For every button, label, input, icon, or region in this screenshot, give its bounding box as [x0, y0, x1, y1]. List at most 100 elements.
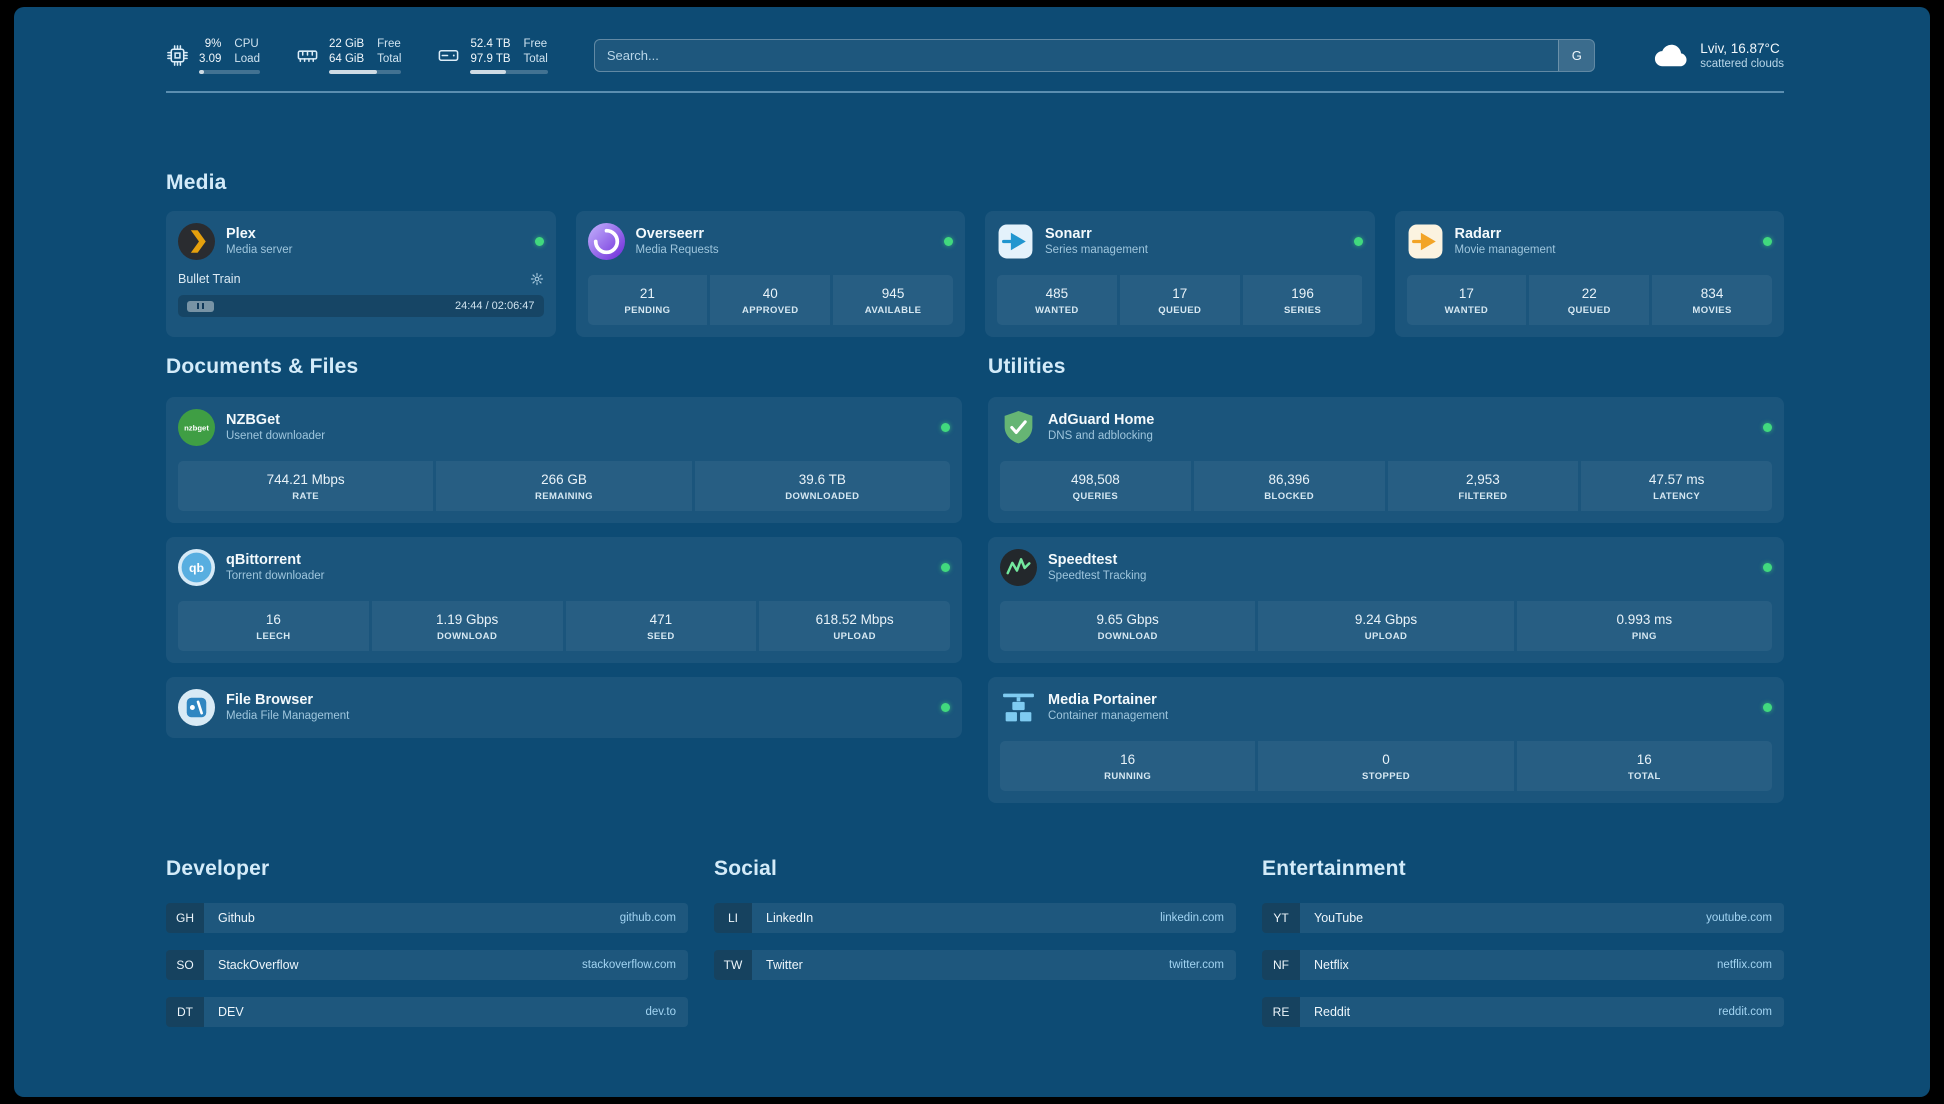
- bookmark-abbr: RE: [1262, 997, 1300, 1027]
- cpu-load-label: Load: [234, 52, 260, 65]
- stat-value: 21: [639, 286, 655, 301]
- service-card-nzbget[interactable]: nzbget NZBGet Usenet downloader 744.21 M…: [166, 397, 962, 523]
- stat-upload: 618.52 Mbps UPLOAD: [759, 601, 950, 651]
- bookmark-name: StackOverflow: [218, 958, 299, 972]
- stat-value: 9.65 Gbps: [1096, 612, 1159, 627]
- service-card-filebrowser[interactable]: File Browser Media File Management: [166, 677, 962, 738]
- stat-value: 17: [1172, 286, 1188, 301]
- bookmark-youtube[interactable]: YT YouTube youtube.com: [1262, 903, 1784, 933]
- bookmark-dev[interactable]: DT DEV dev.to: [166, 997, 688, 1027]
- service-name: File Browser: [226, 692, 314, 708]
- media-player-bar[interactable]: 24:44 / 02:06:47: [178, 295, 544, 317]
- service-card-radarr[interactable]: Radarr Movie management 17 WANTED 22 QUE…: [1394, 211, 1784, 337]
- bookmark-url: reddit.com: [1718, 1006, 1772, 1018]
- bookmark-name: YouTube: [1314, 911, 1364, 925]
- nzbget-icon: nzbget: [178, 409, 215, 446]
- bookmark-url: github.com: [619, 912, 676, 924]
- memory-free-value: 22 GiB: [328, 38, 365, 50]
- stat-value: 744.21 Mbps: [266, 472, 345, 487]
- memory-total-value: 64 GiB: [328, 52, 365, 65]
- qbittorrent-icon-text: qb: [189, 561, 205, 575]
- stat-label: DOWNLOADED: [785, 491, 860, 502]
- stat-value: 47.57 ms: [1648, 472, 1705, 487]
- stat-value: 17: [1458, 286, 1474, 301]
- stat-label: PENDING: [624, 305, 671, 316]
- bookmark-url: twitter.com: [1169, 959, 1224, 971]
- service-desc: Movie management: [1454, 244, 1556, 256]
- resource-widgets: 9% 3.09 CPU Load: [166, 37, 548, 74]
- cpu-icon: [166, 44, 189, 67]
- pause-button[interactable]: [187, 300, 214, 312]
- stat-label: MOVIES: [1692, 305, 1732, 316]
- search-input[interactable]: [593, 39, 1596, 72]
- stat-download: 9.65 Gbps DOWNLOAD: [1000, 601, 1256, 651]
- bookmark-reddit[interactable]: RE Reddit reddit.com: [1262, 997, 1784, 1027]
- stat-label: BLOCKED: [1264, 491, 1315, 502]
- bookmark-group-entertainment: Entertainment YT YouTube youtube.com NF …: [1262, 857, 1784, 1044]
- service-card-portainer[interactable]: Media Portainer Container management 16 …: [988, 677, 1784, 803]
- section-documents: Documents & Files nzbget NZBGet Usenet d…: [166, 355, 962, 738]
- bookmark-name: Twitter: [766, 958, 803, 972]
- service-card-speedtest[interactable]: Speedtest Speedtest Tracking 9.65 Gbps D…: [988, 537, 1784, 663]
- stat-value: 266 GB: [541, 472, 587, 487]
- bookmark-netflix[interactable]: NF Netflix netflix.com: [1262, 950, 1784, 980]
- bookmark-name: Github: [218, 911, 255, 925]
- disk-total-label: Total: [523, 52, 548, 65]
- adguard-icon: [1000, 409, 1037, 446]
- status-dot: [944, 237, 953, 246]
- playback-time: 24:44 / 02:06:47: [454, 300, 535, 312]
- bookmark-stackoverflow[interactable]: SO StackOverflow stackoverflow.com: [166, 950, 688, 980]
- service-desc: Container management: [1048, 710, 1169, 722]
- service-card-overseerr[interactable]: Overseerr Media Requests 21 PENDING 40 A…: [575, 211, 965, 337]
- service-card-sonarr[interactable]: Sonarr Series management 485 WANTED 17 Q…: [985, 211, 1375, 337]
- stat-label: QUEUED: [1567, 305, 1611, 316]
- stat-value: 945: [881, 286, 905, 301]
- portainer-icon: [1000, 689, 1037, 726]
- service-name: Media Portainer: [1048, 692, 1157, 708]
- bookmark-github[interactable]: GH Github github.com: [166, 903, 688, 933]
- service-desc: Speedtest Tracking: [1048, 570, 1147, 582]
- stat-download: 1.19 Gbps DOWNLOAD: [371, 601, 563, 651]
- bookmark-abbr: LI: [714, 903, 752, 933]
- service-card-plex[interactable]: Plex Media server Bullet Train 24:44 /: [166, 211, 556, 337]
- status-dot: [1353, 237, 1363, 246]
- service-desc: Torrent downloader: [226, 570, 325, 582]
- bookmark-group-developer: Developer GH Github github.com SO StackO…: [166, 857, 688, 1044]
- stat-pending: 21 PENDING: [587, 275, 708, 325]
- stat-downloaded: 39.6 TB DOWNLOADED: [694, 461, 950, 511]
- section-title-social: Social: [714, 857, 778, 880]
- memory-icon: [296, 44, 319, 67]
- stat-value: 9.24 Gbps: [1354, 612, 1418, 627]
- speedtest-icon: [1000, 549, 1037, 586]
- header-divider: [166, 91, 1784, 93]
- service-desc: Media Requests: [635, 244, 719, 256]
- service-card-qbittorrent[interactable]: qb qBittorrent Torrent downloader 16 LEE…: [166, 537, 962, 663]
- search-provider-button[interactable]: G: [1558, 40, 1595, 71]
- service-name: Overseerr: [635, 226, 705, 242]
- stat-label: QUEUED: [1158, 305, 1202, 316]
- stat-label: AVAILABLE: [864, 305, 922, 316]
- bookmark-url: youtube.com: [1706, 912, 1772, 924]
- resource-widget-disk: 52.4 TB 97.9 TB Free Total: [437, 37, 548, 74]
- service-name: NZBGet: [226, 412, 280, 428]
- service-card-adguard[interactable]: AdGuard Home DNS and adblocking 498,508 …: [988, 397, 1784, 523]
- weather-condition: scattered clouds: [1700, 57, 1784, 70]
- bookmark-name: Netflix: [1314, 958, 1349, 972]
- bookmark-linkedin[interactable]: LI LinkedIn linkedin.com: [714, 903, 1236, 933]
- overseerr-icon: [587, 223, 625, 260]
- stat-label: SEED: [647, 631, 675, 642]
- bookmark-twitter[interactable]: TW Twitter twitter.com: [714, 950, 1236, 980]
- stat-wanted: 485 WANTED: [997, 275, 1117, 325]
- stat-label: DOWNLOAD: [1097, 631, 1158, 642]
- stat-stopped: 0 STOPPED: [1258, 741, 1514, 791]
- search-bar: G: [593, 39, 1596, 72]
- stat-value: 471: [649, 612, 673, 627]
- disk-free-label: Free: [523, 38, 548, 50]
- status-dot: [941, 703, 950, 712]
- stat-running: 16 RUNNING: [1000, 741, 1256, 791]
- gear-icon[interactable]: [530, 272, 544, 286]
- stat-filtered: 2,953 FILTERED: [1387, 461, 1579, 511]
- bookmark-group-social: Social LI LinkedIn linkedin.com TW Twitt…: [714, 857, 1236, 1044]
- nzbget-icon-text: nzbget: [184, 424, 209, 433]
- stat-remaining: 266 GB REMAINING: [436, 461, 692, 511]
